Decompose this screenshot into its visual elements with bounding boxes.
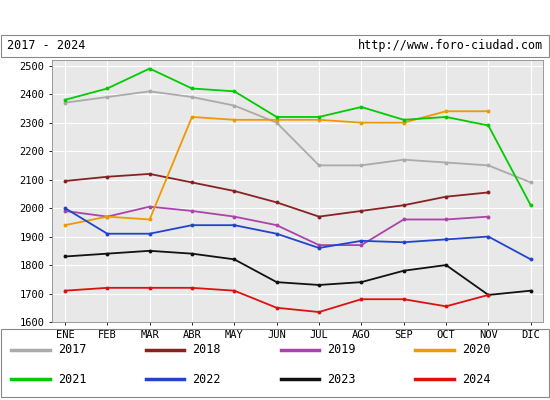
Text: 2019: 2019	[327, 343, 356, 356]
Text: 2023: 2023	[327, 373, 356, 386]
Text: 2024: 2024	[462, 373, 491, 386]
Text: 2022: 2022	[192, 373, 221, 386]
Text: http://www.foro-ciudad.com: http://www.foro-ciudad.com	[358, 39, 543, 52]
Text: Evolucion del paro registrado en Alfafar: Evolucion del paro registrado en Alfafar	[100, 10, 450, 24]
Text: 2017 - 2024: 2017 - 2024	[7, 39, 85, 52]
Text: 2018: 2018	[192, 343, 221, 356]
Text: 2017: 2017	[58, 343, 86, 356]
Text: 2021: 2021	[58, 373, 86, 386]
Text: 2020: 2020	[462, 343, 491, 356]
